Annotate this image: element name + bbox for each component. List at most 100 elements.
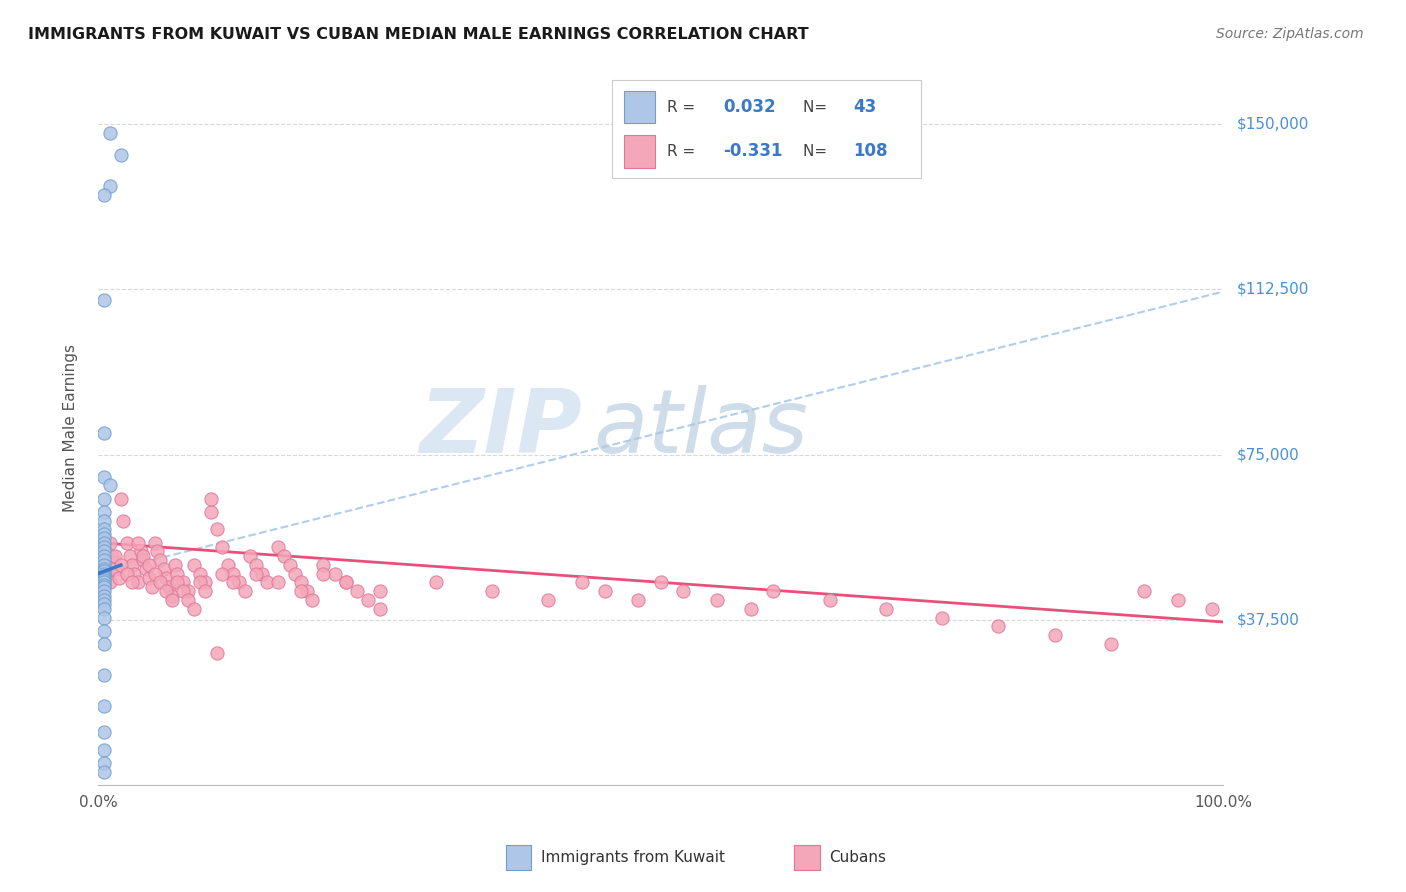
Point (124, 566, 146, 581)
Point (98, 478, 121, 492)
Text: Immigrants from Kuwait: Immigrants from Kuwait (541, 850, 725, 864)
Point (98, 178, 121, 193)
Point (127, 575, 149, 590)
Point (93, 764, 115, 779)
Point (163, 558, 186, 572)
Point (188, 566, 211, 581)
Point (93, 577, 115, 591)
Text: R =: R = (668, 144, 700, 159)
Point (228, 575, 250, 590)
Text: Source: ZipAtlas.com: Source: ZipAtlas.com (1216, 27, 1364, 41)
Point (1201, 601, 1223, 615)
Point (141, 580, 163, 594)
Point (93, 535, 115, 549)
Point (172, 584, 194, 599)
Point (301, 593, 323, 607)
Point (762, 584, 785, 599)
Point (93, 523, 115, 537)
Text: ZIP: ZIP (419, 384, 582, 472)
Point (107, 571, 129, 585)
Point (256, 575, 278, 590)
Point (188, 575, 211, 590)
Point (650, 575, 672, 590)
Point (138, 571, 160, 585)
Point (93, 610, 115, 624)
Text: 0.032: 0.032 (723, 98, 776, 116)
Point (571, 575, 593, 590)
Point (98, 126, 121, 140)
Point (149, 553, 172, 567)
Point (335, 575, 357, 590)
Point (194, 575, 217, 590)
Point (211, 540, 233, 554)
Point (931, 610, 953, 624)
Point (481, 584, 503, 599)
Point (160, 589, 183, 603)
Point (146, 544, 169, 558)
Point (98, 535, 121, 549)
Text: R =: R = (668, 100, 700, 115)
Point (312, 566, 335, 581)
Point (1043, 628, 1066, 642)
Point (93, 553, 115, 567)
Point (93, 505, 115, 519)
Point (987, 619, 1010, 633)
Point (93, 544, 115, 558)
Point (312, 558, 335, 572)
Point (1167, 593, 1189, 607)
Point (93, 562, 115, 576)
Point (250, 566, 273, 581)
Point (267, 540, 290, 554)
Point (295, 584, 318, 599)
Text: $112,500: $112,500 (1237, 282, 1309, 297)
Point (129, 544, 152, 558)
Text: atlas: atlas (593, 385, 808, 471)
Point (593, 584, 616, 599)
Text: Cubans: Cubans (830, 850, 887, 864)
Point (143, 566, 166, 581)
Point (93, 540, 115, 554)
Point (93, 698, 115, 713)
Point (143, 535, 166, 549)
Point (93, 293, 115, 308)
Point (93, 469, 115, 483)
Point (335, 575, 357, 590)
Point (706, 593, 728, 607)
Text: 108: 108 (853, 143, 887, 161)
Point (93, 624, 115, 638)
Point (104, 549, 127, 563)
Point (121, 558, 143, 572)
Point (135, 562, 157, 576)
Point (93, 187, 115, 202)
Point (177, 593, 200, 607)
Point (93, 584, 115, 599)
Point (149, 575, 172, 590)
Point (166, 575, 188, 590)
Point (93, 573, 115, 587)
Point (93, 637, 115, 651)
Point (118, 549, 141, 563)
Point (93, 491, 115, 506)
Point (110, 148, 132, 162)
Point (346, 584, 368, 599)
Point (93, 601, 115, 615)
Point (217, 558, 239, 572)
FancyBboxPatch shape (624, 91, 655, 123)
Point (93, 558, 115, 572)
Point (110, 558, 132, 572)
FancyBboxPatch shape (624, 136, 655, 168)
Text: N=: N= (803, 144, 832, 159)
Point (155, 584, 177, 599)
Point (211, 566, 233, 581)
Point (233, 584, 256, 599)
Point (284, 566, 307, 581)
Point (245, 558, 267, 572)
Point (93, 589, 115, 603)
Point (93, 549, 115, 563)
Point (627, 593, 650, 607)
Point (93, 568, 115, 582)
Point (93, 571, 115, 585)
Point (200, 491, 222, 506)
Point (818, 593, 841, 607)
Text: 43: 43 (853, 98, 876, 116)
